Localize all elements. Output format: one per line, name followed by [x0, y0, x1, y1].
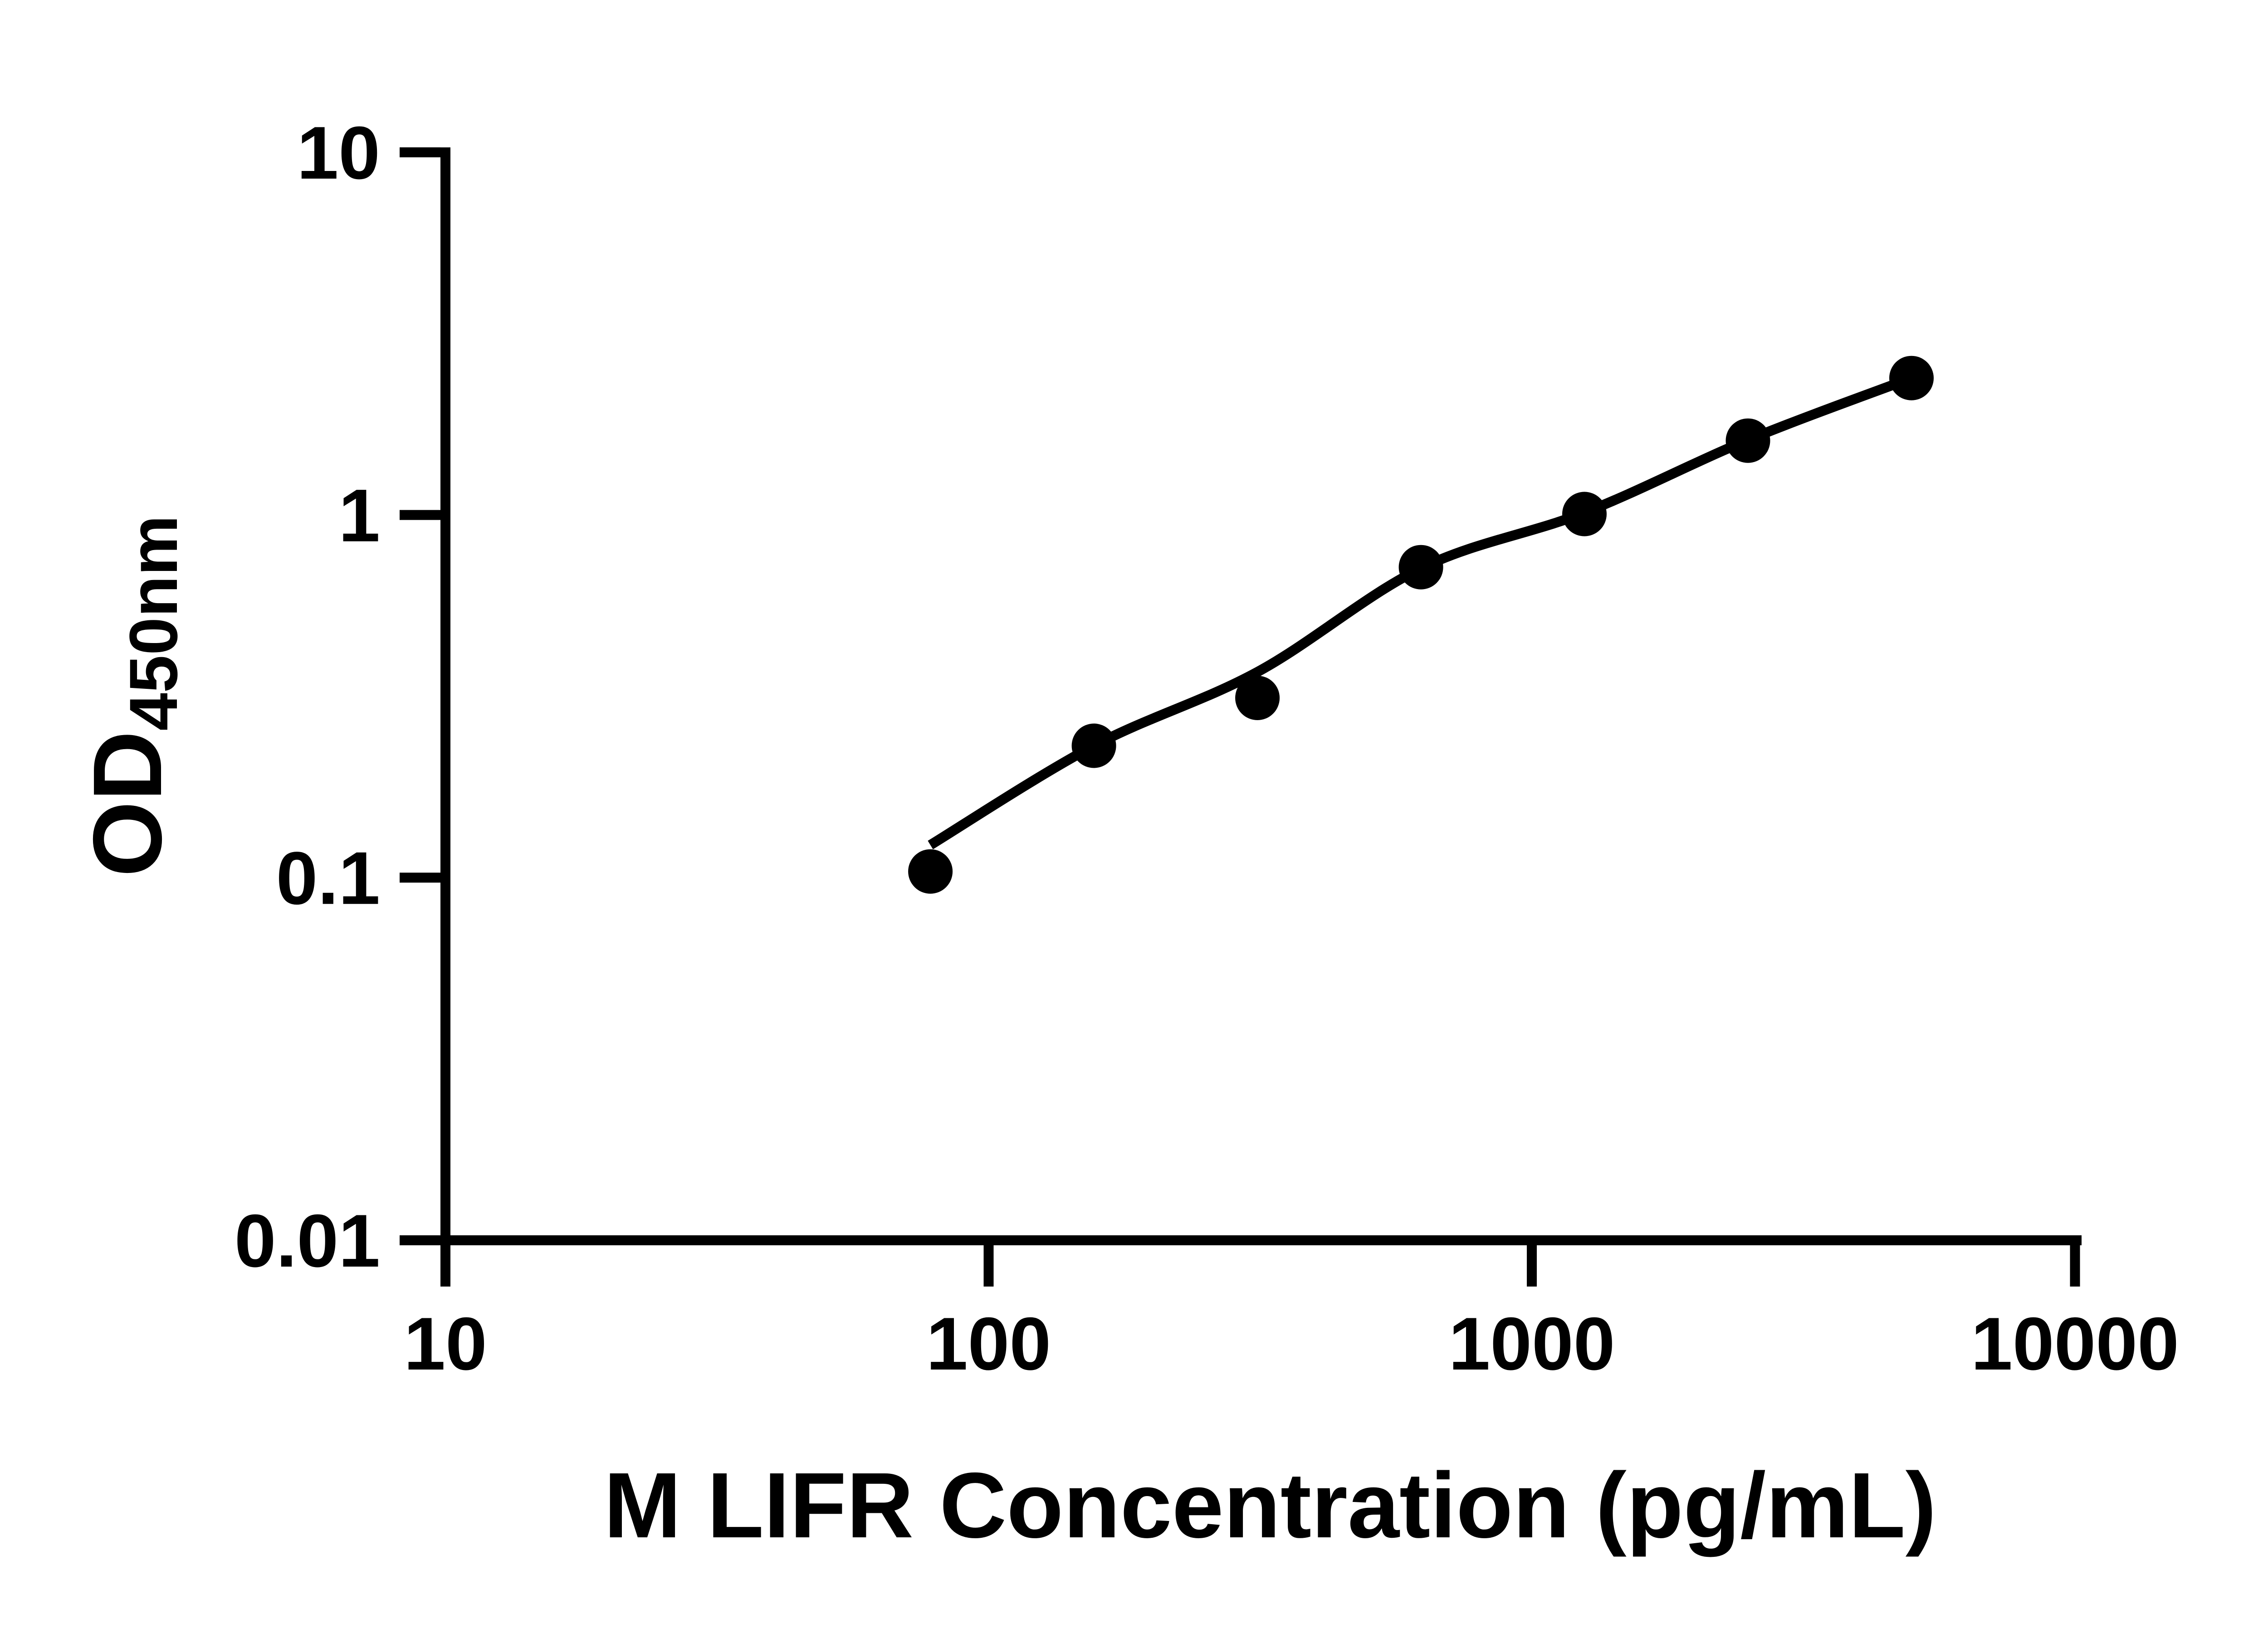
x-tick-mark [983, 1245, 994, 1287]
y-axis-title-main: OD [73, 731, 182, 877]
x-tick-mark [440, 1245, 450, 1287]
x-tick-label: 10 [404, 1302, 487, 1385]
data-points [908, 356, 1934, 894]
x-tick-mark [2070, 1245, 2080, 1287]
x-tick-label: 100 [926, 1302, 1051, 1385]
x-axis-title: M LIFR Concentration (pg/mL) [604, 1453, 1936, 1557]
y-tick-marks [400, 147, 440, 1245]
y-tick-mark [400, 1235, 440, 1245]
y-tick-labels: 10 1 0.1 0.01 [235, 111, 380, 1282]
y-tick-mark [400, 510, 440, 520]
y-axis-title: OD450nm [73, 515, 191, 877]
x-tick-label: 1000 [1448, 1302, 1615, 1385]
x-tick-mark [1527, 1245, 1537, 1287]
data-point [1235, 676, 1280, 720]
y-tick-label: 1 [338, 474, 380, 557]
y-tick-label: 0.1 [276, 836, 380, 920]
y-axis-line [440, 147, 450, 1245]
data-point [1562, 492, 1607, 536]
x-tick-labels: 10 100 1000 10000 [404, 1302, 2179, 1385]
x-tick-marks [440, 1245, 2080, 1287]
data-point [1889, 356, 1934, 400]
data-point [908, 849, 953, 894]
data-point [1725, 418, 1770, 463]
y-tick-label: 0.01 [235, 1199, 380, 1282]
y-tick-label: 10 [297, 111, 380, 195]
x-tick-label: 10000 [1971, 1302, 2179, 1385]
y-tick-mark [400, 147, 440, 157]
plot-area: 10 1 0.1 0.01 10 100 1000 10000 [235, 111, 2179, 1385]
x-axis-line [440, 1235, 2082, 1245]
data-point [1398, 545, 1443, 590]
y-tick-mark [400, 873, 440, 883]
data-point [1071, 723, 1116, 768]
y-axis-title-subscript: 450nm [115, 515, 191, 731]
